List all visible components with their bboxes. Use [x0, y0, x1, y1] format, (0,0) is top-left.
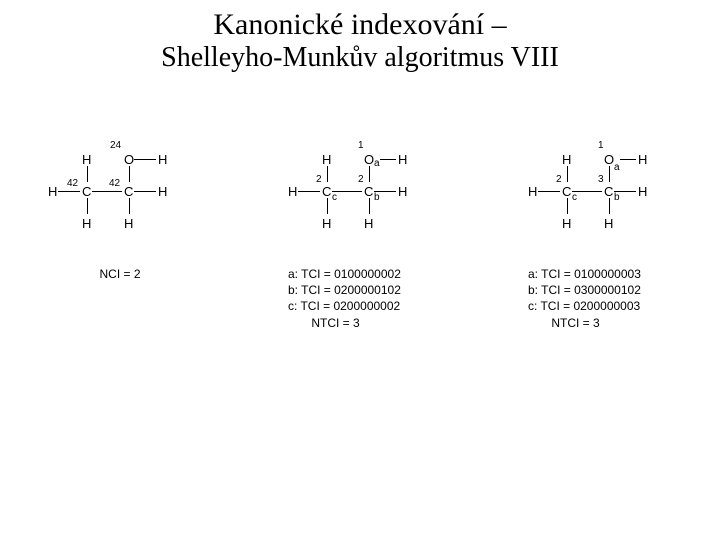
atom-H_ur: H: [398, 152, 407, 167]
atom-H_l: H: [288, 184, 297, 199]
atom-O: O: [604, 152, 614, 167]
bond: [609, 198, 610, 214]
diagram-2: HO1aHHC2cC3bHHH: [510, 134, 690, 244]
atom-C2: C: [364, 184, 373, 199]
atom-H_ul: H: [82, 152, 91, 167]
bond: [298, 191, 320, 192]
bond: [87, 166, 88, 182]
atom-sub: c: [332, 192, 337, 203]
atom-C1: C: [322, 184, 331, 199]
bond: [87, 198, 88, 214]
atom-C1: C: [82, 184, 91, 199]
bond: [129, 166, 130, 182]
atom-sup: 2: [556, 174, 562, 185]
slide-title-line2: Shelleyho-Munkův algoritmus VIII: [0, 42, 720, 74]
diagram-1: HO1aHHC2cC2bHHH: [270, 134, 450, 244]
atom-sup: 3: [598, 174, 604, 185]
atom-H_l: H: [528, 184, 537, 199]
atom-sup: 42: [67, 178, 78, 189]
atom-H_r: H: [638, 184, 647, 199]
atom-C2: C: [604, 184, 613, 199]
atom-sub: a: [374, 158, 380, 169]
bond: [129, 198, 130, 214]
bond: [327, 166, 328, 182]
atom-C1: C: [562, 184, 571, 199]
atom-H_br: H: [364, 216, 373, 231]
bond: [134, 191, 156, 192]
panels-row: HO24HHC42C42HHHNCI = 2HO1aHHC2cC2bHHHa: …: [0, 134, 720, 331]
atom-H_r: H: [158, 184, 167, 199]
atom-sub: a: [614, 162, 620, 173]
atom-C2: C: [124, 184, 133, 199]
bond: [134, 159, 156, 160]
atom-sup: 24: [110, 140, 121, 151]
atom-sup: 1: [358, 140, 364, 151]
atom-sub: b: [374, 192, 380, 203]
panel-caption-0: NCI = 2: [20, 266, 220, 282]
atom-H_ul: H: [562, 152, 571, 167]
atom-sup: 2: [316, 174, 322, 185]
bond: [369, 166, 370, 182]
panel-2: HO1aHHC2cC3bHHHa: TCI = 0100000003 b: TC…: [500, 134, 700, 331]
bond: [369, 198, 370, 214]
atom-H_br: H: [604, 216, 613, 231]
bond: [609, 166, 610, 182]
atom-H_bl: H: [562, 216, 571, 231]
atom-sup: 2: [358, 174, 364, 185]
panel-caption-1: a: TCI = 0100000002 b: TCI = 0200000102 …: [260, 266, 460, 331]
slide-title-block: Kanonické indexování – Shelleyho-Munkův …: [0, 0, 720, 74]
atom-sub: b: [614, 192, 620, 203]
atom-H_ur: H: [638, 152, 647, 167]
bond: [327, 198, 328, 214]
atom-H_ul: H: [322, 152, 331, 167]
atom-O: O: [124, 152, 134, 167]
atom-H_r: H: [398, 184, 407, 199]
atom-H_ur: H: [158, 152, 167, 167]
bond: [92, 191, 122, 192]
atom-sub: c: [572, 192, 577, 203]
panel-caption-2: a: TCI = 0100000003 b: TCI = 0300000102 …: [500, 266, 700, 331]
bond: [567, 198, 568, 214]
atom-H_bl: H: [322, 216, 331, 231]
panel-0: H O24 H H C 42 C 42 H H H NCI = 2: [20, 134, 220, 331]
atom-sup: 1: [598, 140, 604, 151]
atom-O: O: [364, 152, 374, 167]
atom-H_bl: H: [82, 216, 91, 231]
atom-H_l: H: [48, 184, 57, 199]
bond: [620, 159, 636, 160]
panel-1: HO1aHHC2cC2bHHHa: TCI = 0100000002 b: TC…: [260, 134, 460, 331]
bond: [567, 166, 568, 182]
atom-H_br: H: [124, 216, 133, 231]
bond: [58, 191, 80, 192]
atom-sup: 42: [109, 178, 120, 189]
diagram-0: H O24 H H C 42 C 42 H H H: [30, 134, 210, 244]
slide-title-line1: Kanonické indexování –: [0, 8, 720, 42]
bond: [380, 159, 396, 160]
bond: [538, 191, 560, 192]
